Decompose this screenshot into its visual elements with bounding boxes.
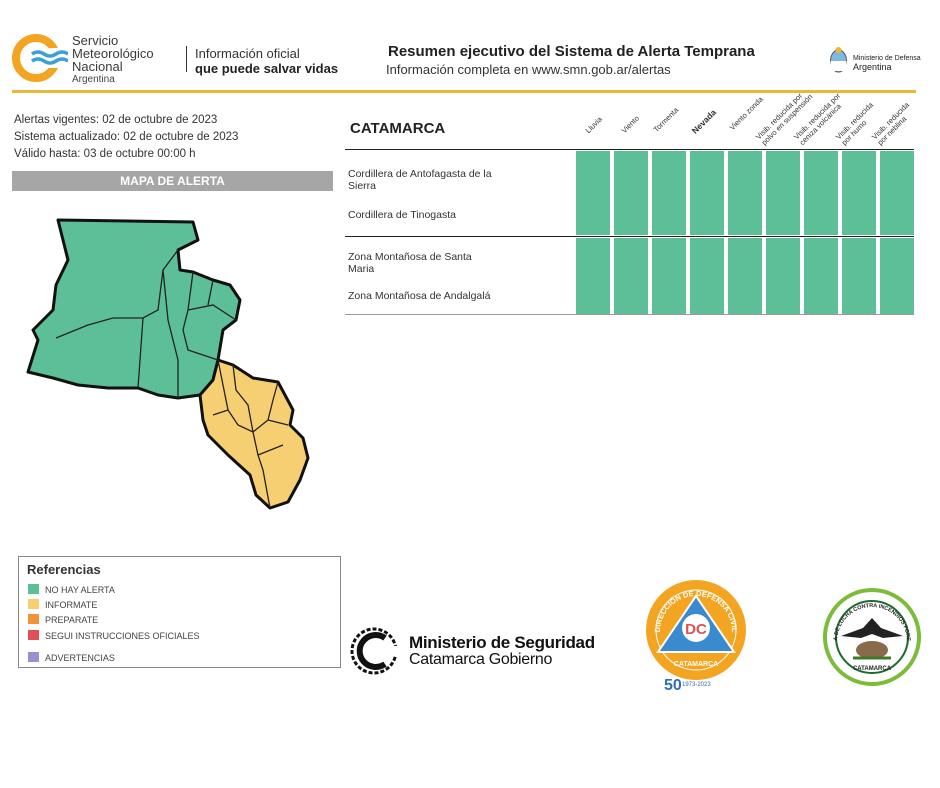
- org-name-line3: Nacional: [72, 59, 123, 74]
- alert-cell: [652, 151, 686, 235]
- alert-cell: [576, 238, 610, 314]
- header-divider: [12, 90, 916, 93]
- alert-cell: [842, 151, 876, 235]
- ministerio-seguridad-name: Ministerio de Seguridad: [409, 633, 595, 652]
- defensa-civil-logo: DIRECCIÓN DE DEFENSA CIVIL DC CATAMARCA …: [646, 580, 746, 694]
- reference-item: INFORMATE: [28, 599, 97, 610]
- alert-map: [26, 218, 310, 510]
- map-zone-cordillera: [26, 218, 242, 400]
- alert-cell: [652, 238, 686, 314]
- alert-cell: [728, 238, 762, 314]
- org-country: Argentina: [72, 74, 115, 85]
- alert-cell: [576, 151, 610, 235]
- sistema-actualizado: Sistema actualizado: 02 de octubre de 20…: [14, 131, 239, 143]
- ministerio-seguridad-icon: [350, 627, 399, 675]
- province-title: CATAMARCA: [350, 120, 446, 137]
- alert-cell: [728, 151, 762, 235]
- alertas-vigentes: Alertas vigentes: 02 de octubre de 2023: [14, 114, 218, 126]
- reference-item: NO HAY ALERTA: [28, 584, 115, 595]
- legend-swatch: [28, 630, 39, 640]
- valido-hasta: Válido hasta: 03 de octubre 00:00 h: [14, 148, 196, 160]
- zone-label: Cordillera de Antofagasta de la Sierra: [348, 168, 492, 192]
- reference-item: PREPARATE: [28, 614, 98, 625]
- zone-label: Zona Montañosa de Santa Maria: [348, 251, 472, 275]
- legend-swatch: [28, 584, 39, 594]
- col-header-viento: Viento: [619, 113, 641, 135]
- alert-cell: [766, 238, 800, 314]
- references-box: Referencias NO HAY ALERTA INFORMATE PREP…: [18, 556, 341, 668]
- tagline-line1: Información oficial: [195, 46, 300, 61]
- ministry-defensa-text: Ministerio de Defensa Argentina: [853, 54, 921, 72]
- alert-cell: [766, 151, 800, 235]
- alert-cell: [690, 151, 724, 235]
- tagline: Información oficial que puede salvar vid…: [195, 46, 338, 76]
- ministerio-seguridad-sub: Catamarca Gobierno: [409, 651, 553, 668]
- alert-cell: [804, 238, 838, 314]
- col-header-viento-zonda: Viento zonda: [727, 94, 765, 132]
- reference-item: ADVERTENCIAS: [28, 652, 115, 663]
- legend-swatch: [28, 599, 39, 609]
- reference-item: SEGUI INSTRUCCIONES OFICIALES: [28, 630, 200, 641]
- zone-label: Cordillera de Tinogasta: [348, 209, 456, 221]
- tagline-line2: que puede salvar vidas: [195, 61, 339, 76]
- svg-text:1973-2023: 1973-2023: [682, 682, 711, 688]
- col-header-nevada: Nevada: [689, 107, 719, 136]
- legend-swatch: [28, 652, 39, 662]
- smn-logo: [12, 34, 68, 82]
- col-header-tormenta: Tormenta: [651, 105, 681, 134]
- zone-label: Zona Montañosa de Andalgalá: [348, 290, 491, 302]
- page-subtitle: Información completa en www.smn.gob.ar/a…: [386, 62, 671, 77]
- ministry-line1: Ministerio de Defensa: [853, 55, 921, 62]
- alert-cell: [842, 238, 876, 314]
- col-header-lluvia: Lluvia: [583, 114, 604, 135]
- tagline-divider: [186, 46, 187, 72]
- references-title: Referencias: [27, 562, 101, 577]
- org-name-line1: Servicio: [72, 33, 119, 48]
- table-group-divider: [345, 236, 914, 237]
- alert-cell: [804, 151, 838, 235]
- svg-text:DC: DC: [685, 621, 707, 638]
- alert-cell: [880, 238, 914, 314]
- alert-cell: [880, 151, 914, 235]
- ministry-line2: Argentina: [853, 62, 892, 72]
- page-title: Resumen ejecutivo del Sistema de Alerta …: [388, 43, 755, 60]
- table-bottom-border: [345, 314, 914, 315]
- svg-text:50: 50: [664, 677, 682, 694]
- svg-text:CATAMARCA: CATAMARCA: [853, 666, 892, 672]
- argentina-shield-icon: [830, 47, 847, 73]
- alert-cell: [614, 238, 648, 314]
- col-header-visib-neblina: Visib. reducida por neblina: [869, 100, 912, 147]
- org-name-line2: Meteorológico: [72, 46, 154, 61]
- svg-text:CATAMARCA: CATAMARCA: [674, 661, 718, 668]
- smn-org-name: Servicio Meteorológico Nacional Argentin…: [72, 34, 154, 86]
- map-title: MAPA DE ALERTA: [12, 171, 333, 191]
- alert-cell: [614, 151, 648, 235]
- brigada-incendios-logo: BRIGADA DE LUCHA CONTRA INCENDIOS FOREST…: [823, 588, 921, 686]
- alert-cell: [690, 238, 724, 314]
- legend-swatch: [28, 614, 39, 624]
- table-top-border: [345, 149, 914, 150]
